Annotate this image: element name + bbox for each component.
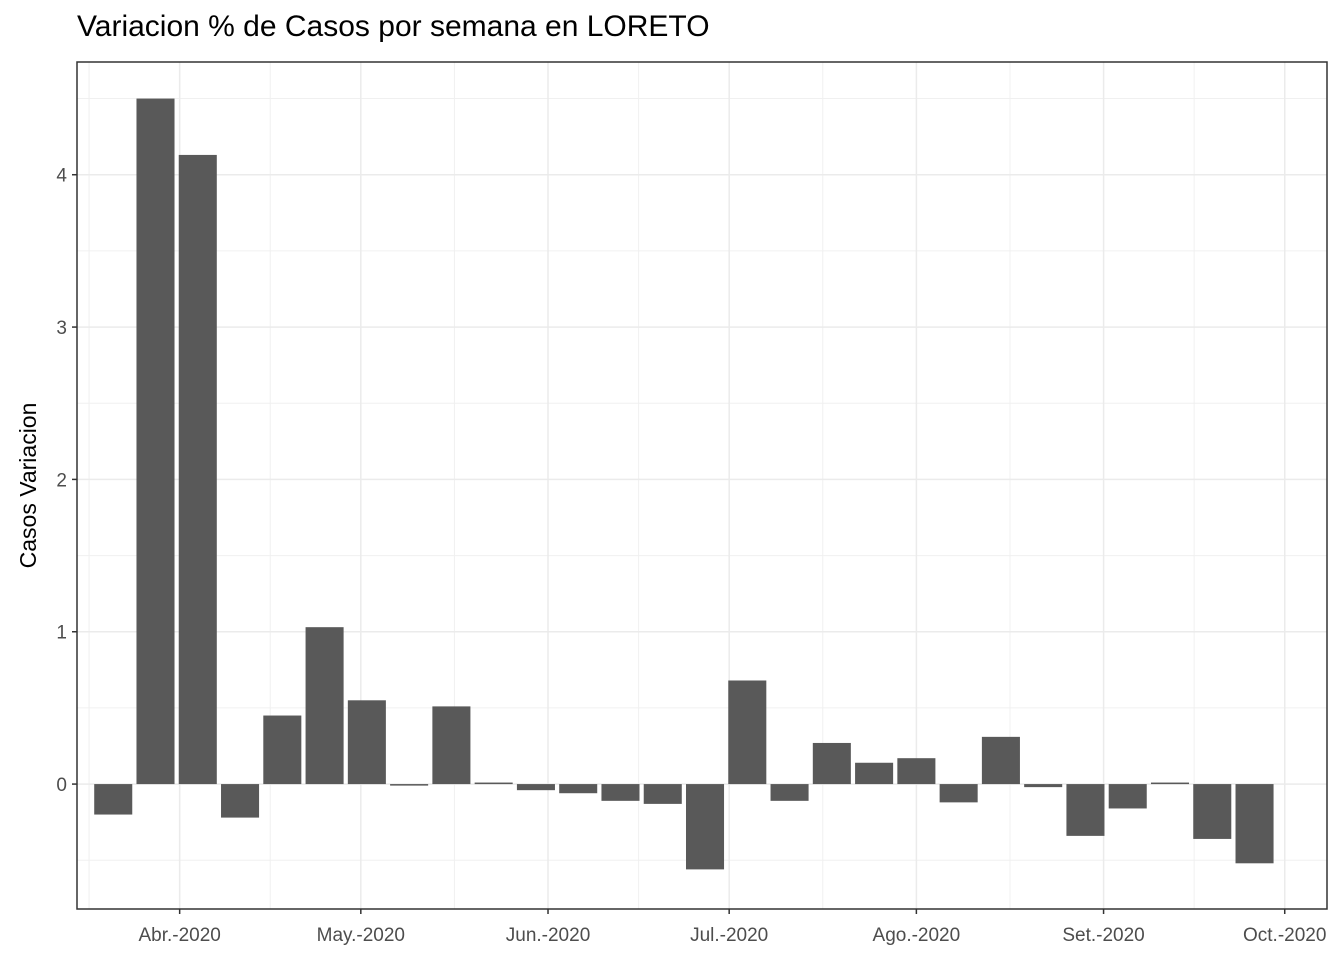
y-axis-title: Casos Variacion — [15, 403, 41, 569]
bar — [474, 782, 513, 785]
bar — [94, 784, 133, 815]
bar — [897, 758, 936, 785]
y-tick-label: 3 — [56, 318, 67, 339]
x-tick-label: Oct.-2020 — [1243, 925, 1326, 946]
bar — [770, 784, 809, 801]
bar — [1193, 784, 1232, 839]
x-tick-label: Abr.-2020 — [138, 925, 220, 946]
bar — [1150, 782, 1190, 785]
y-tick-label: 2 — [56, 470, 67, 491]
bar — [432, 706, 471, 785]
bar — [221, 784, 260, 818]
axes: 0 1 2 3 4 Abr.-2020 May.-2020 Jun.-2020 Jul.-202… — [56, 166, 1326, 946]
bar — [981, 736, 1020, 785]
y-tick-label: 1 — [56, 623, 67, 644]
bar — [559, 784, 598, 794]
plot-border — [76, 61, 1328, 910]
bar — [643, 784, 682, 804]
x-tick-label: Ago.-2020 — [873, 925, 961, 946]
bar — [939, 784, 978, 803]
chart-title: Variacion % de Casos por semana en LORET… — [77, 10, 710, 43]
bar — [347, 700, 386, 785]
bar — [685, 784, 725, 870]
y-tick-label: 0 — [56, 775, 67, 796]
bar — [305, 627, 344, 785]
bar — [178, 154, 217, 785]
bar — [136, 98, 175, 785]
bar — [1108, 784, 1147, 809]
bar — [855, 762, 894, 785]
bar — [728, 680, 767, 785]
x-tick-label: May.-2020 — [317, 925, 405, 946]
y-tick-label: 4 — [56, 166, 67, 187]
x-tick-label: Jul.-2020 — [690, 925, 768, 946]
bar — [1235, 784, 1274, 864]
x-tick-label: Jun.-2020 — [506, 925, 591, 946]
bar — [516, 784, 555, 791]
bar — [601, 784, 640, 801]
bar — [1066, 784, 1105, 836]
bars — [94, 98, 1274, 870]
x-tick-label: Set.-2020 — [1062, 925, 1144, 946]
bar — [812, 742, 851, 785]
bar — [263, 715, 302, 785]
bar — [1024, 784, 1063, 788]
bar — [390, 784, 429, 786]
